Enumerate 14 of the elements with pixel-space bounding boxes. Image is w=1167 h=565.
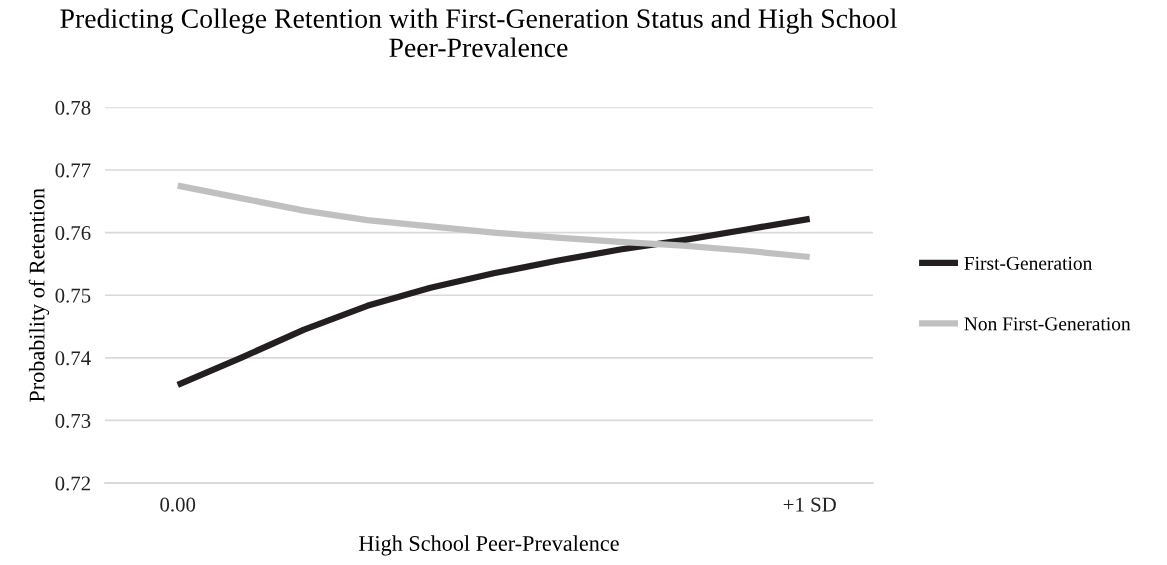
y-tick-label: 0.76 [55,225,91,241]
y-tick-label: 0.73 [55,413,91,428]
y-tick-label: 0.77 [55,163,91,178]
x-tick-label: 0.00 [160,497,196,512]
x-tick-label: +1 SD [783,497,836,512]
x-axis-title: High School Peer-Prevalence [359,535,619,556]
y-tick-label: 0.74 [55,351,91,366]
chart-title: Predicting College Retention with First-Generation Status and High School Peer-Prevalence [60,8,897,58]
y-tick-label: 0.75 [55,288,91,303]
legend-label: Non First-Generation [964,317,1131,331]
y-tick-label: 0.78 [55,100,91,115]
y-tick-label: 0.72 [55,476,90,491]
y-axis-title: Probability of Retention [28,188,50,402]
legend-label: First-Generation [964,256,1093,270]
